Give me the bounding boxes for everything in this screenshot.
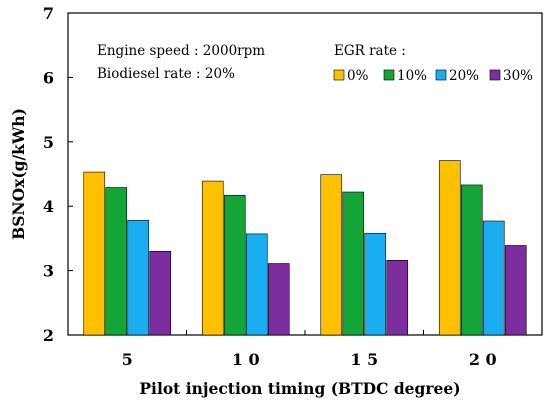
bar-5-0pct [83,171,106,336]
legend: 0% 10% 20% 30% [333,68,533,84]
y-tick-label: 6 [43,68,54,87]
x-tick-label: 2 0 [469,350,497,369]
bar-20-10pct [460,184,483,336]
bar-15-10pct [342,191,365,336]
legend-label: 30% [503,68,533,84]
y-tick-label: 3 [43,262,54,281]
bar-20-0pct [438,160,461,336]
bars-group [83,160,527,336]
x-tick-label: 1 5 [350,350,378,369]
y-tick-label: 7 [43,4,54,23]
bar-10-30pct [267,263,290,336]
y-tick-label: 4 [43,197,54,216]
legend-swatch-0pct [333,69,345,81]
bar-10-0pct [201,180,224,336]
y-tick-label: 2 [43,326,54,345]
y-axis-ticks: 2 3 4 5 6 7 [43,4,73,345]
x-axis-ticks: 5 1 0 1 5 2 0 [122,330,497,369]
legend-label: 20% [449,68,479,84]
legend-swatch-10pct [383,69,395,81]
x-tick-label: 1 0 [232,350,260,369]
x-axis-title: Pilot injection timing (BTDC degree) [139,379,460,398]
annotation-engine-speed: Engine speed : 2000rpm [97,43,265,59]
y-axis-title: BSNOx(g/kWh) [9,108,28,240]
bar-15-20pct [364,232,387,336]
legend-label: 10% [397,68,427,84]
legend-title: EGR rate : [334,43,406,59]
bar-10-10pct [223,194,246,336]
bar-10-20pct [245,233,268,336]
bar-5-30pct [149,250,172,336]
bar-5-20pct [127,220,150,336]
x-tick-label: 5 [122,350,133,369]
y-tick-label: 5 [43,133,54,152]
bar-15-30pct [386,259,409,336]
legend-swatch-20pct [435,69,447,81]
legend-swatch-30pct [489,69,501,81]
bar-20-20pct [482,220,505,336]
annotation-biodiesel-rate: Biodiesel rate : 20% [97,66,235,82]
bar-15-0pct [320,174,343,336]
bar-5-10pct [105,187,128,336]
legend-label: 0% [347,68,369,84]
bar-20-30pct [504,245,527,336]
